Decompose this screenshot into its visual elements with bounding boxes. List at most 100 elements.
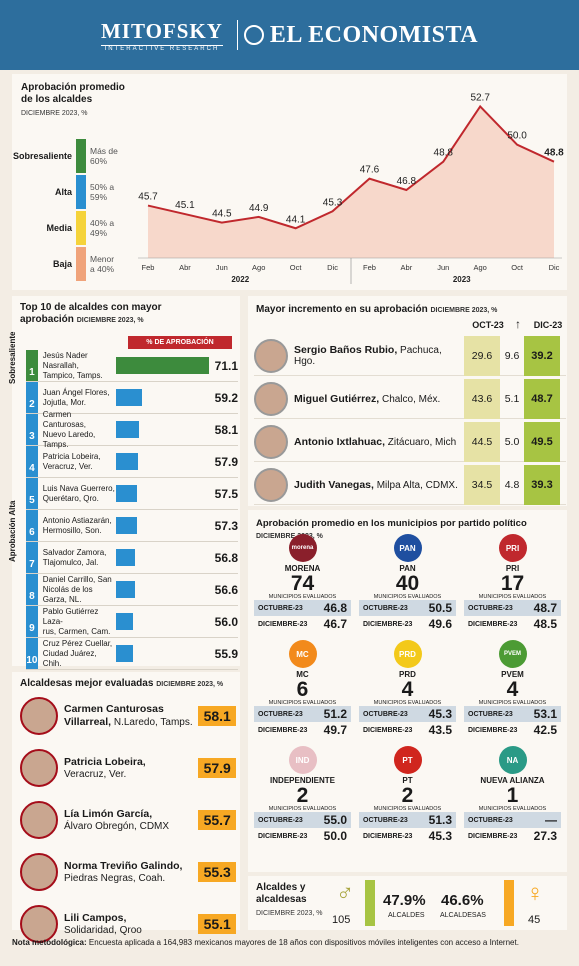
approval-line <box>147 104 555 230</box>
approval-subtitle: DICIEMBRE 2023, % <box>21 110 88 117</box>
party-dic-value: 42.5 <box>533 723 557 737</box>
top10-group-bottom: Aprobación Alta <box>8 500 17 562</box>
increment-subtitle: DICIEMBRE 2023, % <box>430 307 498 314</box>
x-tick-label: Ago <box>474 263 487 272</box>
increment-name-bold: Judith Vanegas, <box>294 478 374 491</box>
party-dic-value: 50.0 <box>323 829 347 843</box>
parties-panel: Aprobación promedio en los municipios po… <box>248 510 567 872</box>
party-mun-label: MUNICIPIOS EVALUADOS <box>373 594 442 600</box>
party-oct-value: 51.2 <box>323 707 347 721</box>
rank-name-line1: Luis Nava Guerrero, <box>42 483 115 493</box>
party-name: MORENA <box>284 564 321 573</box>
level-color-bar <box>76 247 86 281</box>
increase-arrow-icon: ↑ <box>515 317 521 331</box>
party-mun-label: MUNICIPIOS EVALUADOS <box>268 594 337 600</box>
alcaldesa-name: Lili Campos, Solidaridad, Qroo <box>58 912 198 937</box>
party-oct-row: OCTUBRE-23 53.1 <box>464 706 561 722</box>
gender-title-line1: Alcaldes y <box>256 882 306 893</box>
party-dic-label: DICIEMBRE-23 <box>363 726 413 734</box>
increment-col-oct: OCT-23 <box>472 320 504 330</box>
increment-title: Mayor incremento en su aprobación <box>256 304 428 315</box>
party-logo-pri-icon: PRI <box>498 534 527 562</box>
party-dic-row: DICIEMBRE-23 50.0 <box>254 828 351 844</box>
party-oct-value: 45.3 <box>428 707 452 721</box>
gender-panel: Alcaldes y alcaldesas DICIEMBRE 2023, % … <box>248 876 567 930</box>
rank-value: 55.9 <box>214 646 238 661</box>
party-logo-nueva-alianza-icon: NA <box>498 746 527 774</box>
level-desc: 40% a 49% <box>90 218 115 238</box>
party-dic-value: 49.6 <box>428 617 452 631</box>
rank-place-line2: Veracruz, Ver. <box>42 461 93 471</box>
alcaldesa-name: Patricia Lobeira, Veracruz, Ver. <box>58 756 198 781</box>
women-bar <box>504 880 514 926</box>
party-mun-label: MUNICIPIOS EVALUADOS <box>478 806 547 812</box>
increment-place: Pachuca, Hgo. <box>294 345 442 367</box>
party-dic-row: DICIEMBRE-23 49.7 <box>254 722 351 738</box>
rank-bar-wrap <box>116 421 209 438</box>
rank-bar-wrap <box>116 485 209 502</box>
rank-place-line2: Nicolás de los Garza, NL. <box>42 584 93 604</box>
avatar <box>20 697 58 735</box>
alcaldesa-place: Piedras Negras, Coah. <box>64 872 166 884</box>
rank-bar-wrap <box>116 517 209 534</box>
party-oct-label: OCTUBRE-23 <box>363 710 408 718</box>
data-label: 47.6 <box>360 165 380 176</box>
rank-bar <box>116 549 136 566</box>
logo-divider <box>236 20 238 50</box>
approval-title-line1: Aprobación promedio <box>21 82 125 93</box>
rank-bar-wrap <box>116 549 209 566</box>
mitofsky-tagline: INTERACTIVE RESEARCH <box>100 44 223 52</box>
increment-dic: 49.5 <box>524 421 560 462</box>
rank-bar <box>116 517 137 534</box>
rank-name-line1: Patricia Lobeira, <box>42 451 101 461</box>
increment-oct: 34.5 <box>464 464 500 505</box>
rank-number: 5 <box>26 478 38 509</box>
increment-col-dic: DIC-23 <box>533 320 563 330</box>
rank-place-line2: Querétaro, Qro. <box>42 493 99 503</box>
party-oct-row: OCTUBRE-23 45.3 <box>359 706 456 722</box>
gender-title: Alcaldes y alcaldesas <box>256 882 307 906</box>
alcaldesas-title: Alcaldesas mejor evaluadas <box>20 678 154 689</box>
rank-name-line1: Daniel Carrillo, San <box>42 574 112 584</box>
rank-value: 57.3 <box>214 518 238 533</box>
men-count: 105 <box>332 914 351 926</box>
rank-name-line1: Juan Ángel Flores, <box>42 387 110 397</box>
mitofsky-logo-text: MITOFSKY <box>100 18 223 43</box>
rank-name: Daniel Carrillo, San Nicolás de los Garza… <box>38 575 117 605</box>
top10-row: 9 Pablo Gutiérrez Laza-rus, Carmen, Cam. 5… <box>26 606 238 638</box>
party-mun-label: MUNICIPIOS EVALUADOS <box>268 700 337 706</box>
party-logo-pt-icon: PT <box>393 746 422 774</box>
rank-name: Carmen Canturosas, Nuevo Laredo, Tamps. <box>38 410 117 450</box>
party-mun-label: MUNICIPIOS EVALUADOS <box>478 594 547 600</box>
party-dic-value: 49.7 <box>323 723 347 737</box>
approval-area <box>148 106 554 258</box>
party-logo-independiente-icon: IND <box>288 746 317 774</box>
increment-row: Sergio Baños Rubio, Pachuca, Hgo. 29.6 9.6… <box>254 335 566 376</box>
party-dic-label: DICIEMBRE-23 <box>468 832 518 840</box>
top10-row: 8 Daniel Carrillo, San Nicolás de los Garz… <box>26 574 238 606</box>
alcaldesa-name-bold-2: Villarreal, <box>64 716 112 728</box>
alcaldesa-row: Carmen Canturosas Villarreal, N.Laredo, T… <box>20 690 236 742</box>
increment-name-bold: Antonio Ixtlahuac, <box>294 435 386 448</box>
parties-grid: morena MORENA 74 MUNICIPIOS EVALUADOS OCTUBR… <box>254 534 564 846</box>
party-dic-row: DICIEMBRE-23 48.5 <box>464 616 561 632</box>
alcaldesa-name-bold: Lía Limón García, <box>64 807 153 820</box>
party-dic-row: DICIEMBRE-23 49.6 <box>359 616 456 632</box>
alcaldesa-name: Carmen Canturosas Villarreal, N.Laredo, T… <box>58 703 198 729</box>
party-count: 40 <box>395 572 420 595</box>
rank-value: 58.1 <box>214 422 238 437</box>
rank-number: 4 <box>26 446 38 477</box>
rank-value: 56.8 <box>214 550 238 565</box>
party-cell: PVEM PVEM 4 MUNICIPIOS EVALUADOS OCTUBRE-23 5… <box>464 640 561 740</box>
level-row: Sobresaliente Más de 60% <box>12 138 122 174</box>
top10-column-header: % DE APROBACIÓN <box>128 336 232 349</box>
rank-number: 3 <box>26 414 38 445</box>
party-count: 6 <box>296 678 309 701</box>
avatar <box>20 853 58 891</box>
increment-name: Judith Vanegas, Milpa Alta, CDMX. <box>288 479 464 491</box>
rank-bar-wrap <box>116 613 209 630</box>
increment-dic: 39.3 <box>524 464 560 505</box>
level-color-bar <box>76 139 86 173</box>
rank-bar <box>116 357 209 374</box>
party-oct-row: OCTUBRE-23 48.7 <box>464 600 561 616</box>
